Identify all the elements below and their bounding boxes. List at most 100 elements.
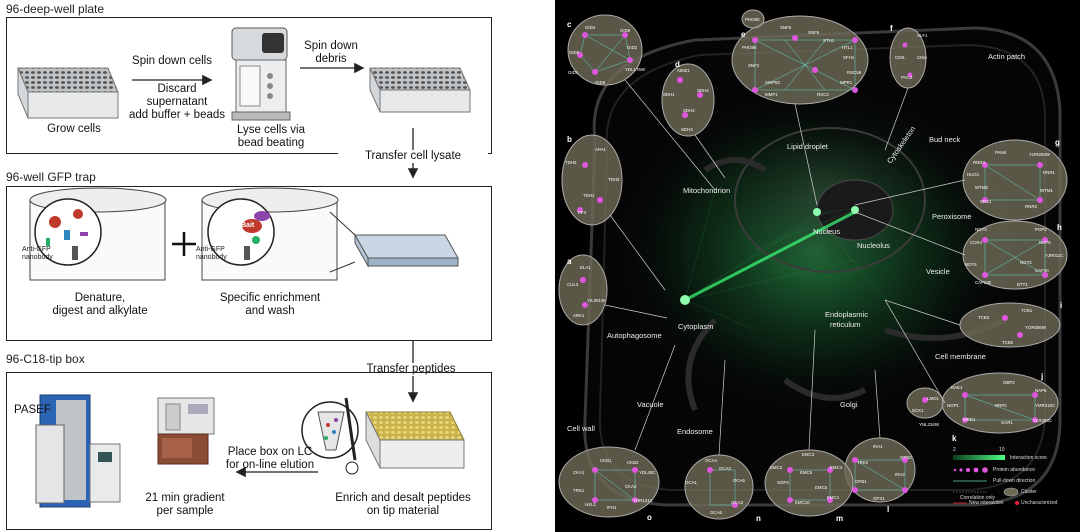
gene-label: CUL3 bbox=[567, 282, 579, 287]
gene-label: TCB1 bbox=[1021, 308, 1033, 313]
gene-label: CAF40 bbox=[1035, 268, 1049, 273]
compartment-cell-wall: Cell wall bbox=[567, 424, 595, 433]
gene-label: AIM21 bbox=[677, 68, 690, 73]
cluster-letter-c: c bbox=[567, 20, 572, 29]
gene-label: WTM2 bbox=[975, 185, 988, 190]
cluster-letter-e: e bbox=[741, 30, 746, 39]
compartment-cytoplasm: Cytoplasm bbox=[678, 322, 714, 331]
gene-label: GAR1 bbox=[1001, 420, 1013, 425]
compartment-lipid-droplet: Lipid droplet bbox=[787, 142, 828, 151]
gene-label: EMC4 bbox=[830, 465, 843, 470]
gene-label: HTL1 bbox=[842, 45, 853, 50]
gene-label: CKA1 bbox=[573, 470, 585, 475]
gene-label: NRP2 bbox=[995, 403, 1007, 408]
gene-label: GID5 bbox=[569, 50, 580, 55]
label-lyse-2: bead beating bbox=[237, 137, 305, 149]
compartment-actin-patch: Actin patch bbox=[988, 52, 1026, 61]
label-enrich-2: on tip material bbox=[366, 505, 440, 517]
section-title-deep-well: 96-deep-well plate bbox=[6, 2, 105, 16]
label-specific-2: and wash bbox=[245, 305, 295, 317]
gene-label: ALF1 bbox=[917, 33, 928, 38]
label-gradient-1: 21 min gradient bbox=[145, 492, 225, 504]
gene-label: PAC2 bbox=[901, 75, 913, 80]
gene-label: PAN6 bbox=[995, 150, 1007, 155]
label-place-box-2: for on-line elution bbox=[225, 459, 315, 471]
legend-scale-max: 10 bbox=[999, 447, 1005, 453]
gene-label: SWP82 bbox=[765, 80, 780, 85]
gene-label: ELA1 bbox=[580, 265, 591, 270]
gene-label: RNR2 bbox=[1025, 204, 1037, 209]
compartment-autophagosome: Autophagosome bbox=[607, 331, 662, 340]
gene-label: NAP6 bbox=[1035, 388, 1047, 393]
gene-label: EMC10 bbox=[795, 500, 810, 505]
label-spin-cells: Spin down cells bbox=[132, 55, 212, 67]
gene-label: YOR283W bbox=[1029, 152, 1050, 157]
gene-label: POP2 bbox=[1035, 227, 1047, 232]
compartment-nucleolus: Nucleolus bbox=[857, 241, 890, 250]
legend-pull-down: Pull-down direction bbox=[993, 478, 1036, 484]
cluster-letter-j: j bbox=[1041, 372, 1044, 381]
gene-label: APA1 bbox=[595, 147, 606, 152]
gene-label: CAF130 bbox=[975, 280, 992, 285]
cluster-letter-k: k bbox=[952, 434, 957, 443]
label-lyse-1: Lyse cells via bbox=[237, 124, 305, 136]
gene-label: YNL234W bbox=[919, 422, 940, 427]
gene-label: GID1 bbox=[568, 70, 579, 75]
label-denature-1: Denature, bbox=[74, 292, 126, 304]
gene-label: YIL001W bbox=[587, 298, 606, 303]
gene-label: RNR1 bbox=[1043, 170, 1055, 175]
gene-label: YLR283C bbox=[1033, 418, 1053, 423]
c18-tip-box bbox=[6, 372, 492, 530]
bead-beater-icon bbox=[231, 27, 291, 121]
gene-label: SRX1 bbox=[980, 199, 992, 204]
gene-label: OCA4 bbox=[705, 458, 717, 463]
label-denature-2: digest and alkylate bbox=[52, 305, 148, 317]
label-grow-cells: Grow cells bbox=[47, 123, 101, 135]
gene-label: OCA5 bbox=[733, 478, 745, 483]
gene-label: EMC1 bbox=[827, 495, 840, 500]
gene-label: CKB1 bbox=[600, 458, 612, 463]
mass-spectrometer-icon bbox=[35, 394, 121, 508]
gene-label: YJR011C bbox=[1045, 253, 1064, 258]
gene-label: GBP2 bbox=[1003, 380, 1015, 385]
gene-label: WTM1 bbox=[1040, 188, 1053, 193]
compartment-vacuole: Vacuole bbox=[637, 400, 664, 409]
gene-label: OCA3 bbox=[731, 500, 743, 505]
gene-label: CCR4 bbox=[970, 240, 982, 245]
gene-label: CIN4 bbox=[917, 55, 928, 60]
gene-label: IFH1 bbox=[607, 505, 617, 510]
gene-label: EMC6 bbox=[800, 470, 813, 475]
legend-protein-abundance: Protein abundance bbox=[993, 467, 1035, 473]
compartment-peroxisome: Peroxisome bbox=[932, 212, 972, 221]
label-discard: Discard bbox=[157, 83, 197, 95]
label-spin-debris-2: debris bbox=[315, 53, 347, 65]
gene-label: PHO80 bbox=[745, 17, 760, 22]
gene-label: YDL176W bbox=[625, 67, 646, 72]
legend-interaction-score: Interaction score bbox=[1010, 455, 1047, 461]
gene-label: OCA1 bbox=[685, 480, 697, 485]
label-bait: Bait bbox=[241, 222, 255, 229]
workflow-panel: 96-deep-well plate bbox=[0, 0, 500, 532]
gene-label: CKA2 bbox=[625, 484, 637, 489]
cluster-letter-d: d bbox=[675, 60, 680, 69]
gene-label: OCA6 bbox=[710, 510, 722, 515]
gene-label: TRK2 bbox=[857, 460, 869, 465]
compartment-cell-membrane: Cell membrane bbox=[935, 352, 986, 361]
gene-label: IRA2 bbox=[895, 472, 905, 477]
legend-graphics bbox=[953, 455, 1019, 505]
compartment-nucleus: Nucleus bbox=[813, 227, 841, 236]
gene-label: EMC3 bbox=[802, 452, 815, 457]
gene-label: NOT2 bbox=[1020, 260, 1032, 265]
cluster-letter-g: g bbox=[1055, 138, 1060, 147]
gene-label: NOT5 bbox=[1039, 240, 1051, 245]
gene-label: SNF6 bbox=[780, 25, 792, 30]
gene-label: HUG1 bbox=[967, 172, 980, 177]
lc-system-icon bbox=[157, 397, 215, 465]
gene-label: STH1 bbox=[823, 38, 835, 43]
label-place-box-1: Place box on LC bbox=[227, 446, 313, 458]
compartment-bud-neck: Bud neck bbox=[929, 135, 961, 144]
cluster-letter-o: o bbox=[647, 513, 652, 522]
gene-label: TRK1 bbox=[573, 488, 585, 493]
legend-correlation: Correlation only bbox=[960, 495, 996, 501]
label-anti-gfp-2b: nanobody bbox=[196, 254, 227, 261]
